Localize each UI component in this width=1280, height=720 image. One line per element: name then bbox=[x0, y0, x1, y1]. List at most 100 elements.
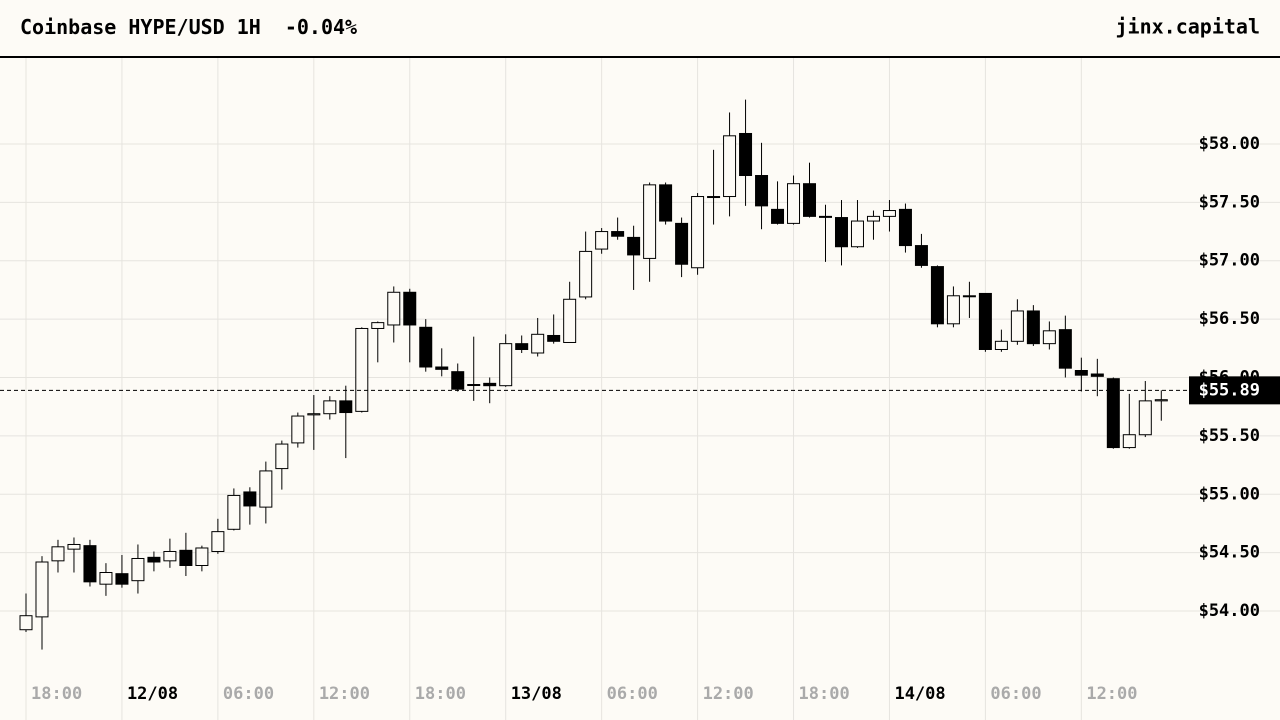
candle-body bbox=[1042, 330, 1056, 345]
x-tick-label: 12:00 bbox=[703, 684, 754, 704]
candle-body bbox=[563, 298, 577, 343]
header bbox=[0, 0, 1280, 57]
x-tick-label: 06:00 bbox=[607, 684, 658, 704]
chart-title: Coinbase HYPE/USD 1H -0.04% bbox=[20, 15, 357, 39]
x-tick-label: 18:00 bbox=[31, 684, 82, 704]
candle-body bbox=[483, 382, 497, 387]
candle-body bbox=[850, 220, 864, 248]
y-tick-label: $56.50 bbox=[1199, 309, 1260, 329]
candle-body bbox=[723, 135, 737, 198]
candle-body bbox=[531, 333, 545, 354]
candle-body bbox=[739, 132, 753, 177]
last-price-box bbox=[1189, 376, 1280, 405]
candle-body bbox=[339, 400, 353, 414]
candle-body bbox=[675, 222, 689, 265]
candle-body bbox=[195, 547, 209, 566]
candle-body bbox=[547, 334, 561, 342]
candle-body bbox=[291, 415, 305, 444]
candle-body bbox=[707, 196, 721, 199]
candle-body bbox=[611, 231, 625, 237]
candle-body bbox=[691, 196, 705, 269]
candle-body bbox=[898, 208, 912, 247]
candle-body bbox=[994, 340, 1008, 350]
candle-body bbox=[115, 573, 129, 585]
x-tick-label: 12/08 bbox=[127, 684, 178, 704]
candle-body bbox=[946, 295, 960, 325]
candle-body bbox=[1106, 378, 1120, 449]
candle-body bbox=[67, 543, 81, 550]
candle-body bbox=[83, 545, 97, 583]
candle-body bbox=[99, 572, 113, 585]
last-price-label: $55.89 bbox=[1199, 380, 1260, 400]
candle-body bbox=[771, 208, 785, 224]
candle-body bbox=[275, 443, 289, 470]
candle-body bbox=[419, 326, 433, 368]
candle-body bbox=[307, 413, 321, 416]
candle-body bbox=[259, 470, 273, 508]
candle-body bbox=[35, 561, 49, 618]
candle-body bbox=[1058, 329, 1072, 369]
candle-body bbox=[1026, 310, 1040, 345]
candle-body bbox=[19, 615, 33, 631]
x-tick-label: 14/08 bbox=[894, 684, 945, 704]
title: Coinbase HYPE/USD 1H bbox=[20, 15, 261, 39]
candle-body bbox=[595, 231, 609, 250]
candle-body bbox=[179, 549, 193, 566]
candle-body bbox=[355, 327, 369, 412]
y-tick-label: $55.00 bbox=[1199, 484, 1260, 504]
x-tick-label: 12:00 bbox=[1086, 684, 1137, 704]
candle-body bbox=[978, 292, 992, 350]
x-tick-label: 18:00 bbox=[799, 684, 850, 704]
candle-body bbox=[323, 400, 337, 415]
y-tick-label: $54.00 bbox=[1199, 601, 1260, 621]
candle-body bbox=[819, 215, 832, 218]
x-tick-label: 06:00 bbox=[223, 684, 274, 704]
candle-body bbox=[914, 245, 928, 266]
y-tick-label: $57.00 bbox=[1199, 251, 1260, 271]
candle-body bbox=[403, 291, 417, 326]
brand: jinx.capital bbox=[1116, 15, 1261, 39]
candle-body bbox=[1154, 399, 1168, 402]
candle-body bbox=[467, 384, 481, 387]
candle-body bbox=[627, 236, 641, 256]
candle-body bbox=[787, 183, 801, 224]
candle-body bbox=[1122, 434, 1136, 449]
candle-body bbox=[1010, 310, 1024, 342]
candle-body bbox=[1090, 373, 1104, 377]
y-tick-label: $57.50 bbox=[1199, 192, 1260, 212]
candle-body bbox=[803, 183, 817, 217]
candle-body bbox=[962, 295, 976, 298]
candle-body bbox=[163, 550, 177, 562]
candle-body bbox=[1138, 400, 1152, 436]
candle-body bbox=[1074, 370, 1088, 376]
y-tick-label: $58.00 bbox=[1199, 134, 1260, 154]
candle-body bbox=[435, 366, 449, 370]
candle-body bbox=[387, 291, 401, 326]
candle-body bbox=[227, 494, 241, 530]
candle-body bbox=[499, 343, 513, 387]
candle-body bbox=[643, 184, 657, 259]
candle-body bbox=[243, 491, 257, 507]
y-tick-label: $55.50 bbox=[1199, 426, 1260, 446]
x-tick-label: 13/08 bbox=[511, 684, 562, 704]
candle-body bbox=[755, 175, 769, 207]
y-tick-label: $54.50 bbox=[1199, 543, 1260, 563]
change: -0.04% bbox=[285, 15, 357, 39]
candle-body bbox=[834, 217, 848, 248]
candle-body bbox=[930, 266, 944, 325]
x-tick-label: 12:00 bbox=[319, 684, 370, 704]
candle-body bbox=[659, 184, 673, 222]
candle-body bbox=[211, 531, 225, 552]
candle-body bbox=[866, 215, 880, 222]
candle-body bbox=[515, 343, 529, 350]
x-tick-label: 06:00 bbox=[990, 684, 1041, 704]
x-tick-label: 18:00 bbox=[415, 684, 466, 704]
candle-body bbox=[131, 557, 145, 582]
candle-body bbox=[147, 556, 161, 563]
candle-body bbox=[51, 546, 65, 562]
candle-body bbox=[882, 210, 896, 217]
candle-body bbox=[579, 250, 593, 298]
candle-body bbox=[371, 322, 385, 329]
